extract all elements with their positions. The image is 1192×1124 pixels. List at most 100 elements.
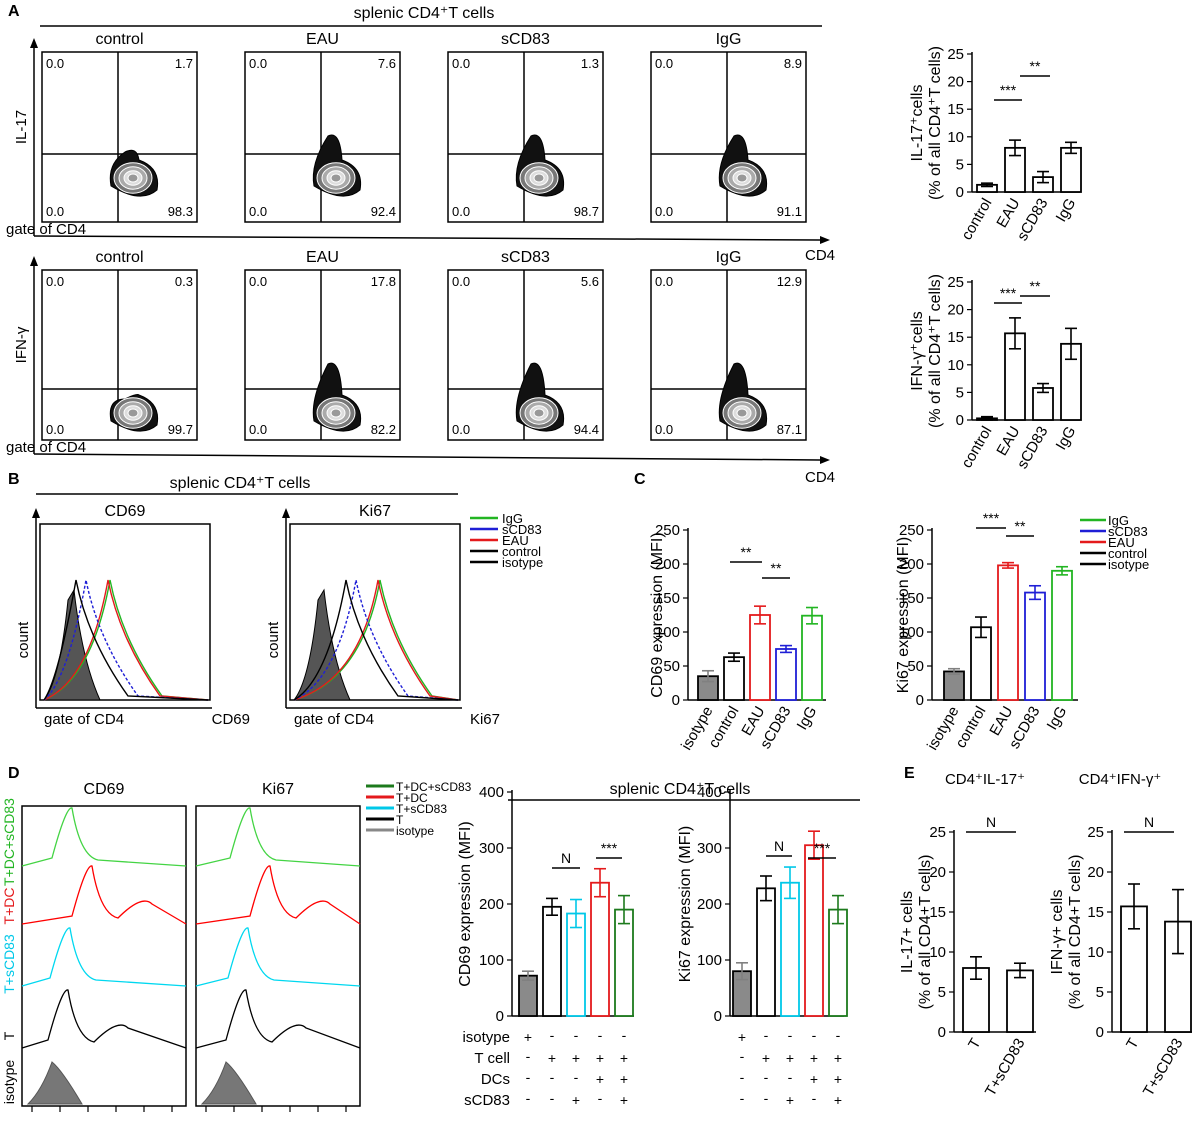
table-mark: - <box>836 1027 841 1043</box>
bar-IgG <box>1051 569 1073 701</box>
bar-T+sCD83 <box>1006 969 1034 1033</box>
bar-sCD83 <box>1024 591 1046 701</box>
quadrant-LR: 98.7 <box>574 204 599 219</box>
y-axis-label: count <box>15 621 32 659</box>
table-mark: + <box>738 1029 746 1045</box>
table-mark: - <box>526 1090 531 1106</box>
bar-3 <box>804 844 824 1017</box>
table-mark: - <box>764 1069 769 1085</box>
gate-label: gate of CD4 <box>294 711 374 728</box>
table-mark: - <box>526 1048 531 1064</box>
row-label: T+DC+sCD83 <box>1 798 17 886</box>
y-tick-label: 200 <box>697 896 722 913</box>
significance-label: *** <box>814 840 831 856</box>
y-axis-label: (% of all CD4⁺T cells) <box>927 274 944 428</box>
table-mark: + <box>786 1050 794 1066</box>
table-mark: + <box>548 1050 556 1066</box>
table-row-label: T cell <box>474 1050 510 1067</box>
category-label: IgG <box>1053 424 1080 453</box>
row-label: T <box>1 1031 17 1040</box>
table-mark: - <box>764 1090 769 1106</box>
quadrant-LL: 0.0 <box>46 422 64 437</box>
arrow-head-icon <box>820 236 830 244</box>
gate-label: gate of CD4 <box>6 439 86 456</box>
y-tick-label: 5 <box>1096 984 1104 1001</box>
panel-A-header: splenic CD4⁺T cells <box>354 5 495 22</box>
y-axis-label: IFN-γ⁺cells <box>909 311 926 391</box>
x-axis-arrow <box>33 453 821 461</box>
y-tick-label: 50 <box>663 658 680 675</box>
y-tick-label: 0 <box>1096 1024 1104 1041</box>
table-mark: + <box>834 1092 842 1108</box>
y-tick-label: 100 <box>655 624 680 641</box>
bar-EAU <box>749 614 771 701</box>
y-tick-label: 10 <box>1087 944 1104 961</box>
table-mark: + <box>834 1071 842 1087</box>
contour-blob <box>312 134 362 197</box>
category-label: IgG <box>1053 196 1080 225</box>
category-label: IgG <box>1044 704 1071 733</box>
table-mark: - <box>574 1027 579 1043</box>
x-axis-label: CD4 <box>805 247 835 264</box>
table-mark: - <box>550 1090 555 1106</box>
stacked-histogram-trace <box>195 865 361 925</box>
legend-label: control <box>1108 546 1147 561</box>
category-label: control <box>958 196 995 243</box>
table-mark: - <box>598 1027 603 1043</box>
y-tick-label: 25 <box>947 46 964 63</box>
plot-title: control <box>95 31 143 48</box>
stacked-histogram-trace <box>21 865 187 925</box>
contour-blob <box>109 394 159 432</box>
contour-blob <box>515 134 565 197</box>
legend-label: isotype <box>1108 557 1149 572</box>
gate-label: gate of CD4 <box>44 711 124 728</box>
y-tick-label: 250 <box>655 522 680 539</box>
table-mark: + <box>524 1029 532 1045</box>
histogram-black <box>293 579 459 701</box>
plot-title: CD69 <box>105 503 146 520</box>
plot-title: CD4⁺IL-17⁺ <box>945 771 1025 788</box>
plot-title: EAU <box>306 249 339 266</box>
quadrant-UL: 0.0 <box>655 56 673 71</box>
y-tick-label: 5 <box>956 156 964 173</box>
category-label: T+sCD83 <box>982 1036 1029 1100</box>
category-label: IgG <box>794 704 821 733</box>
quadrant-UL: 0.0 <box>452 274 470 289</box>
arrow-head-icon <box>32 508 40 518</box>
y-tick-label: 10 <box>947 357 964 374</box>
row-label: isotype <box>1 1060 17 1105</box>
histogram-red <box>43 579 209 701</box>
y-tick-label: 250 <box>899 522 924 539</box>
x-axis-label: CD4 <box>805 469 835 486</box>
dot-plot-frame <box>447 51 604 223</box>
panel-B-header: splenic CD4⁺T cells <box>170 475 311 492</box>
quadrant-UR: 8.9 <box>784 56 802 71</box>
plot-title: control <box>95 249 143 266</box>
y-tick-label: 5 <box>956 384 964 401</box>
quadrant-UR: 1.7 <box>175 56 193 71</box>
y-tick-label: 200 <box>899 556 924 573</box>
y-axis-label: Ki67 expression (MFI) <box>677 826 694 983</box>
plot-title: CD4⁺IFN-γ⁺ <box>1079 771 1162 788</box>
plot-title: Ki67 <box>359 503 391 520</box>
contour-ring <box>736 408 748 418</box>
bar-IgG <box>801 614 823 701</box>
significance-label: ** <box>1015 518 1026 534</box>
bar-IgG <box>1060 146 1082 193</box>
significance-label: N <box>774 838 784 854</box>
y-axis-label: IFN-γ+ cells <box>1049 890 1066 975</box>
contour-ring <box>330 173 342 183</box>
significance-label: *** <box>1000 285 1017 301</box>
stacked-histogram-trace <box>21 989 187 1049</box>
panel-label-D: D <box>8 765 20 782</box>
table-mark: - <box>788 1069 793 1085</box>
legend-label: control <box>502 544 541 559</box>
plot-title: EAU <box>306 31 339 48</box>
histogram-red <box>293 579 459 701</box>
y-tick-label: 400 <box>479 784 504 801</box>
quadrant-UR: 5.6 <box>581 274 599 289</box>
histogram-blue <box>293 579 459 701</box>
table-mark: + <box>762 1050 770 1066</box>
table-row-label: sCD83 <box>464 1092 510 1109</box>
